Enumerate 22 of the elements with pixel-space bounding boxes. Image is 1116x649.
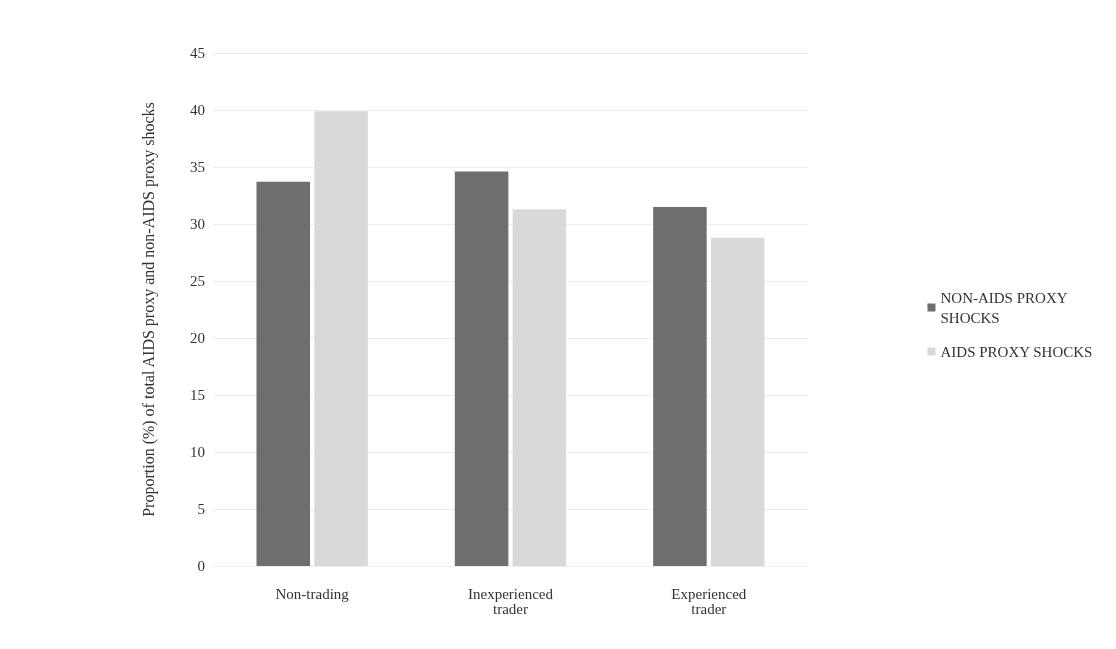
y-tick-label: 25 <box>190 273 205 289</box>
bar <box>653 206 707 566</box>
bar <box>256 181 311 566</box>
y-tick-label: 35 <box>190 159 205 175</box>
y-tick-label: 20 <box>190 330 205 346</box>
bar <box>314 111 368 566</box>
x-tick-label: Experienced trader <box>671 585 747 617</box>
y-tick-label: 10 <box>190 444 205 460</box>
bar <box>454 171 509 566</box>
x-tick-label: Non-trading <box>275 585 350 602</box>
y-tick-label: 5 <box>197 501 205 517</box>
y-tick-label: 30 <box>190 216 205 232</box>
y-tick-label: 45 <box>190 45 205 61</box>
y-tick-label: 15 <box>190 387 205 403</box>
y-axis-title: Proportion (%) of total AIDS proxy and non-AIDS proxy shocks <box>139 102 158 517</box>
legend-label: NON-AIDS PROXY SHOCKS <box>940 289 1068 326</box>
x-tick-label: Inexperienced trader <box>468 585 554 617</box>
bar <box>512 209 567 566</box>
y-tick-label: 40 <box>190 102 205 118</box>
y-tick-label: 0 <box>197 558 205 574</box>
legend-label: AIDS PROXY SHOCKS <box>940 343 1093 360</box>
bar <box>710 237 765 566</box>
